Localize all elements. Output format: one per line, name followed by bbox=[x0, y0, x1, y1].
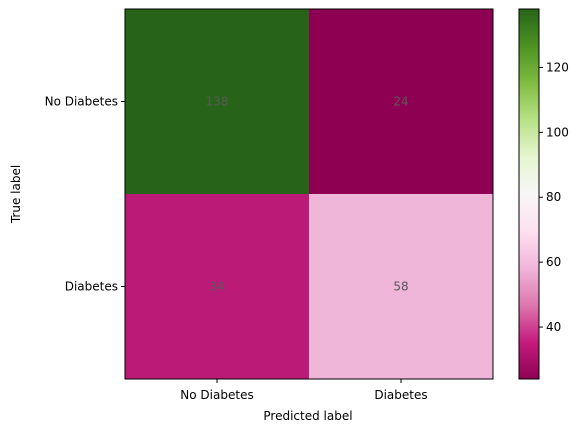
cell-value-label: 34 bbox=[209, 280, 224, 294]
heatmap-cell bbox=[125, 9, 309, 194]
cell-value-label: 24 bbox=[393, 95, 408, 109]
colorbar-tick-label: 120 bbox=[546, 60, 569, 74]
y-tick-label: Diabetes bbox=[65, 280, 118, 294]
heatmap-cells bbox=[125, 9, 493, 379]
x-tick-label: Diabetes bbox=[374, 388, 427, 402]
colorbar-gradient bbox=[518, 8, 540, 380]
cell-value-label: 58 bbox=[393, 280, 408, 294]
plot-frame bbox=[124, 8, 494, 380]
y-axis-title: True label bbox=[9, 165, 23, 224]
colorbar-tick-label: 40 bbox=[546, 320, 561, 334]
heatmap-cell bbox=[309, 9, 493, 194]
cell-value-label: 138 bbox=[206, 95, 229, 109]
x-tick-label: No Diabetes bbox=[180, 388, 253, 402]
x-axis-title: Predicted label bbox=[263, 409, 352, 423]
heatmap-cell bbox=[125, 194, 309, 379]
colorbar-tick-label: 60 bbox=[546, 255, 561, 269]
y-tick-label: No Diabetes bbox=[45, 95, 118, 109]
axis-labels: 138 24 34 58 No Diabetes Diabetes No Diabetes D… bbox=[45, 95, 428, 403]
colorbar-tick-label: 80 bbox=[546, 190, 561, 204]
colorbar: 40 60 80 100 120 bbox=[518, 8, 569, 380]
colorbar-tick-label: 100 bbox=[546, 125, 569, 139]
heatmap-cell bbox=[309, 194, 493, 379]
